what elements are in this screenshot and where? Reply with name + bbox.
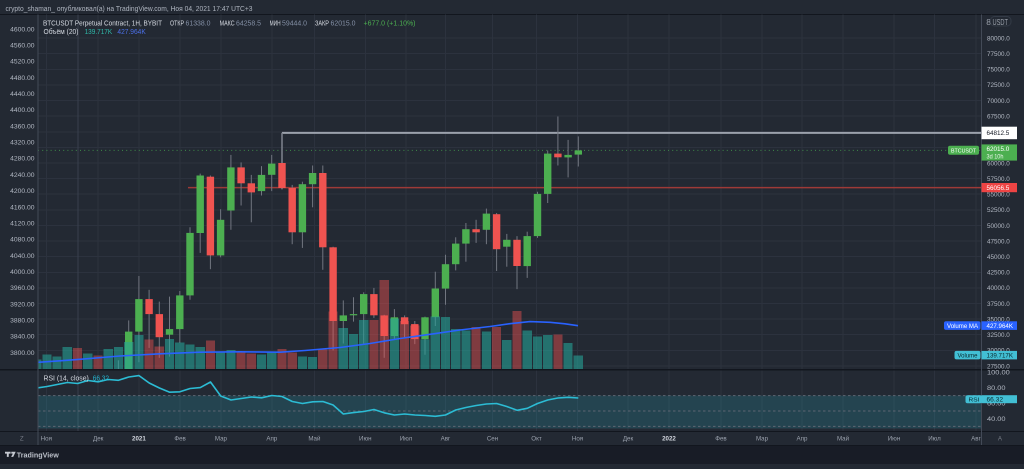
svg-text:+677.0 (+1.10%): +677.0 (+1.10%): [364, 20, 416, 27]
svg-text:139.717K: 139.717K: [987, 352, 1014, 359]
svg-text:62015.0: 62015.0: [987, 146, 1010, 153]
svg-text:62015.0: 62015.0: [331, 20, 356, 27]
svg-text:4320.00: 4320.00: [10, 140, 35, 147]
svg-text:RSI: RSI: [969, 397, 980, 403]
svg-text:3920.00: 3920.00: [10, 301, 35, 308]
svg-text:4520.00: 4520.00: [10, 59, 35, 66]
svg-text:Авг: Авг: [441, 435, 451, 442]
svg-text:Дек: Дек: [623, 435, 634, 442]
svg-text:4200.00: 4200.00: [10, 188, 35, 195]
svg-text:4000.00: 4000.00: [10, 269, 35, 276]
svg-text:ОТКР: ОТКР: [170, 20, 184, 27]
svg-text:4240.00: 4240.00: [10, 172, 35, 179]
svg-text:Ноя: Ноя: [572, 435, 583, 442]
svg-text:2022: 2022: [662, 435, 676, 442]
svg-text:427.964K: 427.964K: [987, 323, 1014, 330]
svg-text:crypto_shaman_ опубликовал(а): crypto_shaman_ опубликовал(а) на Trading…: [6, 5, 253, 13]
svg-text:3880.00: 3880.00: [10, 318, 35, 325]
svg-text:64812.5: 64812.5: [987, 130, 1010, 137]
svg-text:37500.0: 37500.0: [987, 301, 1010, 308]
svg-text:Авг: Авг: [971, 435, 981, 442]
svg-text:Июл: Июл: [928, 435, 941, 442]
svg-text:BTCUSDT Perpetual Contract, 1H: BTCUSDT Perpetual Contract, 1H, BYBIT: [43, 20, 163, 27]
svg-text:100.00: 100.00: [987, 370, 1010, 377]
svg-text:Мар: Мар: [756, 435, 769, 442]
svg-text:32500.0: 32500.0: [987, 332, 1010, 339]
svg-text:Апр: Апр: [797, 435, 808, 442]
svg-text:A: A: [998, 435, 1003, 442]
svg-text:80.00: 80.00: [987, 385, 1006, 392]
svg-text:59444.0: 59444.0: [282, 20, 307, 27]
svg-text:40.00: 40.00: [987, 416, 1006, 423]
svg-text:8: 8: [986, 17, 991, 27]
svg-text:60000.0: 60000.0: [987, 160, 1010, 167]
svg-text:52500.0: 52500.0: [987, 207, 1010, 214]
svg-text:Апр: Апр: [266, 435, 277, 442]
svg-text:Фев: Фев: [174, 435, 186, 442]
svg-text:35000.0: 35000.0: [987, 316, 1010, 323]
svg-text:4280.00: 4280.00: [10, 156, 35, 163]
svg-text:BTCUSDT: BTCUSDT: [951, 149, 976, 155]
svg-text:60.00: 60.00: [987, 401, 1006, 408]
svg-text:66.32: 66.32: [987, 396, 1004, 403]
svg-text:3840.00: 3840.00: [10, 334, 35, 341]
svg-text:4040.00: 4040.00: [10, 253, 35, 260]
svg-text:56056.5: 56056.5: [987, 185, 1010, 192]
svg-text:RSI (14, close): RSI (14, close): [44, 376, 89, 383]
svg-text:139.717K: 139.717K: [85, 29, 113, 36]
svg-text:4480.00: 4480.00: [10, 75, 35, 82]
svg-text:27500.0: 27500.0: [987, 363, 1010, 370]
svg-text:50000.0: 50000.0: [987, 223, 1010, 230]
svg-text:3d 10h: 3d 10h: [987, 154, 1004, 161]
svg-text:45000.0: 45000.0: [987, 254, 1010, 261]
svg-text:77500.0: 77500.0: [987, 51, 1010, 58]
svg-text:4080.00: 4080.00: [10, 237, 35, 244]
svg-text:427.964K: 427.964K: [117, 29, 146, 36]
svg-text:Июн: Июн: [359, 435, 372, 442]
svg-text:66.32: 66.32: [93, 376, 109, 383]
svg-text:3960.00: 3960.00: [10, 285, 35, 292]
svg-text:47500.0: 47500.0: [987, 238, 1010, 245]
svg-text:Фев: Фев: [715, 435, 727, 442]
svg-text:4560.00: 4560.00: [10, 42, 35, 49]
svg-text:Июл: Июл: [400, 435, 413, 442]
svg-text:4440.00: 4440.00: [10, 91, 35, 98]
svg-text:40000.0: 40000.0: [987, 285, 1010, 292]
svg-text:55000.0: 55000.0: [987, 192, 1010, 199]
svg-text:67500.0: 67500.0: [987, 113, 1010, 120]
svg-text:3800.00: 3800.00: [10, 350, 35, 357]
svg-text:70000.0: 70000.0: [987, 98, 1010, 105]
svg-text:Z: Z: [20, 435, 24, 442]
svg-text:Окт: Окт: [531, 435, 542, 442]
svg-text:Дек: Дек: [93, 435, 104, 442]
svg-text:4360.00: 4360.00: [10, 123, 35, 130]
svg-text:Volume MA: Volume MA: [947, 323, 979, 330]
svg-text:Май: Май: [308, 435, 321, 442]
svg-text:2021: 2021: [132, 435, 146, 442]
svg-text:42500.0: 42500.0: [987, 270, 1010, 277]
svg-text:57500.0: 57500.0: [987, 176, 1010, 183]
svg-text:Volume: Volume: [958, 353, 979, 359]
svg-text:4120.00: 4120.00: [10, 220, 35, 227]
svg-text:64258.5: 64258.5: [236, 20, 261, 27]
svg-text:80000.0: 80000.0: [987, 35, 1010, 42]
svg-text:МИН: МИН: [270, 20, 281, 27]
svg-text:4600.00: 4600.00: [10, 26, 35, 33]
svg-text:МАКС: МАКС: [220, 20, 235, 27]
svg-text:Ноя: Ноя: [41, 435, 52, 442]
svg-text:Мар: Мар: [215, 435, 228, 442]
svg-text:61338.0: 61338.0: [186, 20, 211, 27]
svg-text:4160.00: 4160.00: [10, 204, 35, 211]
svg-text:Май: Май: [837, 435, 850, 442]
svg-text:Объём (20): Объём (20): [44, 28, 79, 36]
svg-text:Июн: Июн: [888, 435, 901, 442]
svg-text:4400.00: 4400.00: [10, 107, 35, 114]
svg-text:ЗАКР: ЗАКР: [315, 20, 329, 27]
svg-text:75000.0: 75000.0: [987, 67, 1010, 74]
svg-text:TradingView: TradingView: [17, 450, 59, 459]
svg-text:Сен: Сен: [487, 435, 498, 442]
svg-text:USDT: USDT: [993, 18, 1009, 27]
svg-text:72500.0: 72500.0: [987, 82, 1010, 89]
